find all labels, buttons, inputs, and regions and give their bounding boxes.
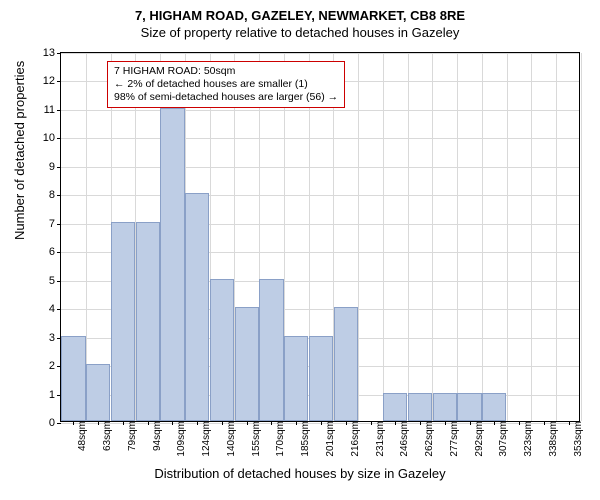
chart-area: 01234567891011121348sqm63sqm79sqm94sqm10… bbox=[60, 52, 580, 422]
xtick-label: 185sqm bbox=[296, 421, 311, 457]
chart-container: 7, HIGHAM ROAD, GAZELEY, NEWMARKET, CB8 … bbox=[0, 0, 600, 500]
xtick-label: 170sqm bbox=[271, 421, 286, 457]
gridline-v bbox=[432, 53, 433, 421]
ytick-label: 3 bbox=[49, 332, 61, 344]
ytick-label: 2 bbox=[49, 360, 61, 372]
bar bbox=[383, 393, 407, 421]
gridline-v bbox=[482, 53, 483, 421]
gridline-v bbox=[457, 53, 458, 421]
xtick-label: 246sqm bbox=[395, 421, 410, 457]
gridline-v bbox=[358, 53, 359, 421]
xtick-label: 323sqm bbox=[519, 421, 534, 457]
x-axis-label: Distribution of detached houses by size … bbox=[0, 466, 600, 481]
xtick-label: 94sqm bbox=[148, 421, 163, 451]
gridline-v bbox=[507, 53, 508, 421]
ytick-label: 10 bbox=[43, 132, 61, 144]
ytick-label: 12 bbox=[43, 75, 61, 87]
page-subtitle: Size of property relative to detached ho… bbox=[0, 23, 600, 40]
ytick-label: 0 bbox=[49, 417, 61, 429]
bar bbox=[111, 222, 135, 421]
ytick-label: 11 bbox=[44, 104, 61, 116]
annotation-box: 7 HIGHAM ROAD: 50sqm ← 2% of detached ho… bbox=[107, 61, 345, 108]
annotation-line-2: ← 2% of detached houses are smaller (1) bbox=[114, 78, 338, 91]
bar bbox=[482, 393, 506, 421]
xtick-label: 155sqm bbox=[247, 421, 262, 457]
ytick-label: 5 bbox=[49, 275, 61, 287]
xtick-label: 292sqm bbox=[470, 421, 485, 457]
ytick-label: 8 bbox=[49, 189, 61, 201]
gridline-h bbox=[61, 167, 579, 168]
ytick-label: 9 bbox=[49, 161, 61, 173]
gridline-h bbox=[61, 138, 579, 139]
xtick-label: 231sqm bbox=[371, 421, 386, 457]
xtick-label: 63sqm bbox=[98, 421, 113, 451]
bar bbox=[160, 108, 184, 421]
bar bbox=[86, 364, 110, 421]
xtick-label: 307sqm bbox=[494, 421, 509, 457]
gridline-v bbox=[408, 53, 409, 421]
xtick-label: 140sqm bbox=[222, 421, 237, 457]
bar bbox=[284, 336, 308, 421]
xtick-label: 48sqm bbox=[73, 421, 88, 451]
ytick-label: 1 bbox=[49, 389, 61, 401]
bar bbox=[235, 307, 259, 421]
bar bbox=[433, 393, 457, 421]
xtick-label: 353sqm bbox=[569, 421, 584, 457]
bar bbox=[61, 336, 85, 421]
gridline-h bbox=[61, 53, 579, 54]
gridline-v bbox=[581, 53, 582, 421]
bar bbox=[334, 307, 358, 421]
xtick-label: 201sqm bbox=[321, 421, 336, 457]
gridline-h bbox=[61, 195, 579, 196]
plot-area: 01234567891011121348sqm63sqm79sqm94sqm10… bbox=[60, 52, 580, 422]
xtick-label: 216sqm bbox=[346, 421, 361, 457]
ytick-label: 7 bbox=[49, 218, 61, 230]
ytick-label: 4 bbox=[49, 303, 61, 315]
page-title: 7, HIGHAM ROAD, GAZELEY, NEWMARKET, CB8 … bbox=[0, 0, 600, 23]
ytick-label: 6 bbox=[49, 246, 61, 258]
xtick-label: 124sqm bbox=[197, 421, 212, 457]
xtick-label: 277sqm bbox=[445, 421, 460, 457]
gridline-v bbox=[556, 53, 557, 421]
bar bbox=[408, 393, 432, 421]
xtick-label: 338sqm bbox=[544, 421, 559, 457]
bar bbox=[136, 222, 160, 421]
annotation-line-3: 98% of semi-detached houses are larger (… bbox=[114, 91, 338, 104]
xtick-label: 262sqm bbox=[420, 421, 435, 457]
xtick-label: 79sqm bbox=[123, 421, 138, 451]
bar bbox=[259, 279, 283, 421]
y-axis-label: Number of detached properties bbox=[12, 61, 27, 240]
gridline-v bbox=[383, 53, 384, 421]
gridline-h bbox=[61, 110, 579, 111]
bar bbox=[210, 279, 234, 421]
gridline-v bbox=[531, 53, 532, 421]
ytick-label: 13 bbox=[43, 47, 61, 59]
annotation-line-1: 7 HIGHAM ROAD: 50sqm bbox=[114, 65, 338, 78]
bar bbox=[185, 193, 209, 421]
xtick-label: 109sqm bbox=[172, 421, 187, 457]
bar bbox=[457, 393, 481, 421]
bar bbox=[309, 336, 333, 421]
